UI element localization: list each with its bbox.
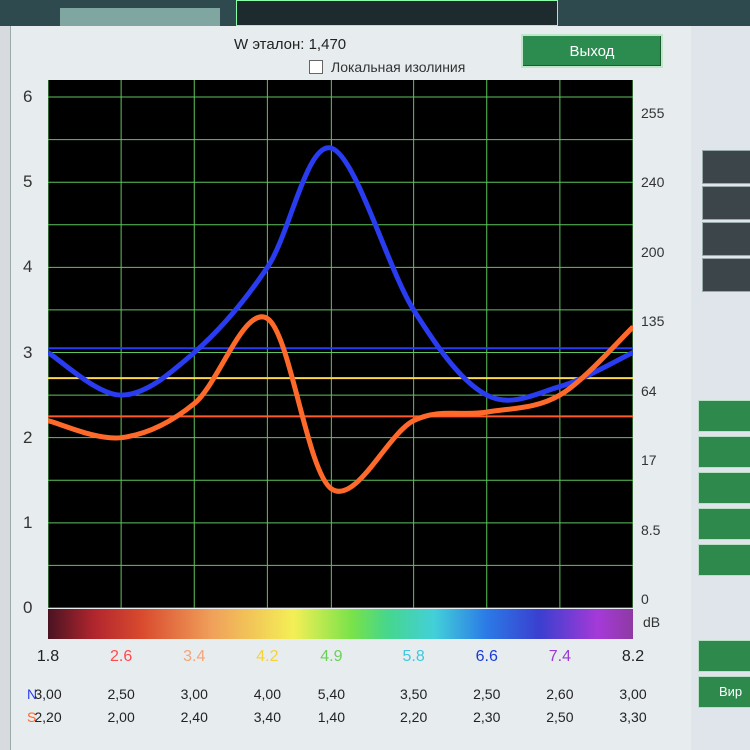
right-axis-tick-1: 8.5 xyxy=(641,522,661,538)
series-N-point-8 xyxy=(631,351,633,355)
x-axis-ticks: 1.8 2.6 3.4 4.2 4.9 5.8 6.6 7.4 8.2 xyxy=(11,648,691,668)
table-cell-S-2: 2,40 xyxy=(180,709,208,725)
series-N-point-7 xyxy=(558,385,562,389)
exit-button[interactable]: Выход xyxy=(521,34,663,68)
series-N-point-4 xyxy=(329,146,333,150)
series-N-point-6 xyxy=(485,393,489,397)
left-axis-tick-2: 2 xyxy=(23,427,33,447)
side-dark-button-3[interactable] xyxy=(702,222,750,256)
table-cell-S-8: 3,30 xyxy=(619,709,647,725)
table-cell-S-0: 2,20 xyxy=(34,709,62,725)
table-cell-N-2: 3,00 xyxy=(180,686,208,702)
left-axis-tick-1: 1 xyxy=(23,512,33,532)
side-dark-button-2[interactable] xyxy=(702,186,750,220)
series-S-point-0 xyxy=(48,419,50,423)
x-axis-tick-3: 4.2 xyxy=(256,648,279,665)
series-S-point-2 xyxy=(192,402,196,406)
color-spectrum-bar xyxy=(48,609,633,639)
series-S-point-4 xyxy=(329,487,333,491)
desktop-left-edge xyxy=(0,26,10,750)
right-axis-tick-6: 240 xyxy=(641,174,665,190)
right-axis-tick-4: 135 xyxy=(641,313,665,329)
w-reference-title: W эталон: 1,470 xyxy=(234,36,346,53)
side-green-button-vir[interactable]: Вир xyxy=(698,676,750,708)
side-dark-button-4[interactable] xyxy=(702,258,750,292)
side-green-button-1[interactable] xyxy=(698,400,750,432)
local-isoline-toggle[interactable]: Локальная изолиния xyxy=(309,59,465,75)
table-cell-S-5: 2,20 xyxy=(400,709,428,725)
table-cell-N-3: 4,00 xyxy=(253,686,281,702)
w-reference-value: 1,470 xyxy=(308,36,347,53)
left-axis-tick-6: 6 xyxy=(23,87,33,107)
plot-background xyxy=(48,80,633,608)
series-N-point-2 xyxy=(192,351,196,355)
x-axis-tick-2: 3.4 xyxy=(183,648,206,665)
desktop-top-panel xyxy=(236,0,558,26)
table-cell-N-0: 3,00 xyxy=(34,686,62,702)
x-axis-tick-1: 2.6 xyxy=(110,648,133,665)
right-axis-tick-7: 255 xyxy=(641,105,665,121)
side-green-button-2[interactable] xyxy=(698,436,750,468)
desktop-top-box xyxy=(60,8,220,26)
side-green-button-6[interactable] xyxy=(698,640,750,672)
table-cell-N-6: 2,50 xyxy=(473,686,501,702)
table-cell-S-7: 2,50 xyxy=(546,709,574,725)
checkbox-label: Локальная изолиния xyxy=(331,59,466,75)
x-axis-tick-6: 6.6 xyxy=(475,648,498,665)
left-axis-tick-3: 3 xyxy=(23,342,33,362)
left-axis-tick-0: 0 xyxy=(23,598,33,617)
series-S-line xyxy=(48,314,633,494)
side-green-button-4[interactable] xyxy=(698,508,750,540)
table-cell-S-6: 2,30 xyxy=(473,709,501,725)
chart-plot xyxy=(48,80,633,608)
left-axis-tick-4: 4 xyxy=(23,257,33,277)
table-cell-S-3: 3,40 xyxy=(253,709,281,725)
table-row-label-N: N xyxy=(27,686,38,702)
side-green-button-5[interactable] xyxy=(698,544,750,576)
x-axis-tick-4: 4.9 xyxy=(320,648,343,665)
series-N-point-5 xyxy=(412,308,416,312)
series-S-point-6 xyxy=(485,410,489,414)
series-N-point-3 xyxy=(265,265,269,269)
x-axis-tick-5: 5.8 xyxy=(402,648,425,665)
series-S-point-7 xyxy=(558,393,562,397)
x-axis-tick-7: 7.4 xyxy=(548,648,571,665)
table-cell-S-1: 2,00 xyxy=(107,709,135,725)
table-cell-S-4: 1,40 xyxy=(317,709,345,725)
right-axis-tick-3: 64 xyxy=(641,383,657,399)
series-N-point-0 xyxy=(48,351,50,355)
x-axis-tick-8: 8.2 xyxy=(621,648,645,665)
right-axis-tick-5: 200 xyxy=(641,244,665,260)
side-green-label: Вир xyxy=(719,684,743,699)
series-N-point-1 xyxy=(119,393,123,397)
series-S-point-1 xyxy=(119,436,123,440)
table-row-label-S: S xyxy=(27,709,37,725)
w-reference-label: W эталон: xyxy=(234,36,305,53)
table-cell-N-7: 2,60 xyxy=(546,686,574,702)
analysis-window: W эталон: 1,470 Выход Локальная изолиния… xyxy=(10,26,691,750)
db-unit-label: dB xyxy=(643,614,661,630)
series-S-point-3 xyxy=(265,316,269,320)
left-axis-tick-5: 5 xyxy=(23,172,33,192)
desktop-right-panel xyxy=(690,26,750,750)
checkbox[interactable] xyxy=(309,60,323,74)
side-green-button-3[interactable] xyxy=(698,472,750,504)
series-S-point-8 xyxy=(631,325,633,329)
right-axis-tick-0: 0 xyxy=(641,591,649,607)
table-cell-N-4: 5,40 xyxy=(317,686,345,702)
series-S-point-5 xyxy=(412,419,416,423)
table-cell-N-8: 3,00 xyxy=(619,686,647,702)
table-cell-N-5: 3,50 xyxy=(400,686,428,702)
x-axis-tick-0: 1.8 xyxy=(36,648,60,665)
side-dark-button-1[interactable] xyxy=(702,150,750,184)
right-axis-tick-2: 17 xyxy=(641,452,657,468)
table-cell-N-1: 2,50 xyxy=(107,686,135,702)
